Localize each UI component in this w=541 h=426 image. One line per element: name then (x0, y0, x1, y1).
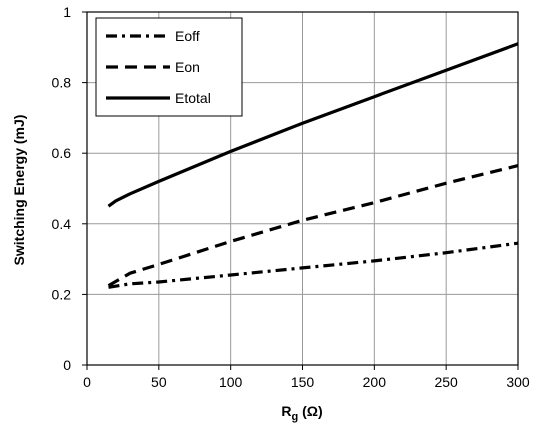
x-tick-label: 150 (291, 374, 315, 390)
y-tick-label: 0.8 (52, 75, 72, 91)
x-tick-label: 250 (434, 374, 458, 390)
x-axis-label-main: R (281, 403, 291, 419)
x-tick-label: 200 (363, 374, 387, 390)
x-tick-label: 0 (83, 374, 91, 390)
legend-label-eoff: Eoff (175, 28, 200, 44)
x-axis-label-subscript: g (291, 411, 298, 423)
series-eon-line (107, 164, 519, 287)
y-tick-label: 0.4 (52, 216, 72, 232)
x-tick-label: 50 (151, 374, 167, 390)
series-eoff-line (108, 241, 519, 289)
legend-label-eon: Eon (175, 59, 200, 75)
y-tick-label: 0.2 (52, 286, 72, 302)
tick-labels: 0 50 100 150 200 250 300 0 0.2 0.4 0.6 0.8 1 (52, 4, 530, 390)
series-etotal-line (107, 42, 519, 208)
legend: Eoff Eon Etotal (95, 17, 243, 117)
x-axis-label: Rg (Ω) (281, 403, 322, 423)
y-axis-label: Switching Energy (mJ) (11, 115, 27, 266)
series-layer (107, 42, 519, 289)
y-tick-label: 0 (63, 357, 71, 373)
legend-label-etotal: Etotal (175, 90, 211, 106)
x-tick-label: 100 (219, 374, 243, 390)
x-tick-label: 300 (506, 374, 530, 390)
y-tick-label: 1 (63, 4, 71, 20)
y-tick-label: 0.6 (52, 145, 72, 161)
legend-box (95, 17, 243, 117)
x-axis-label-unit: (Ω) (298, 403, 322, 419)
